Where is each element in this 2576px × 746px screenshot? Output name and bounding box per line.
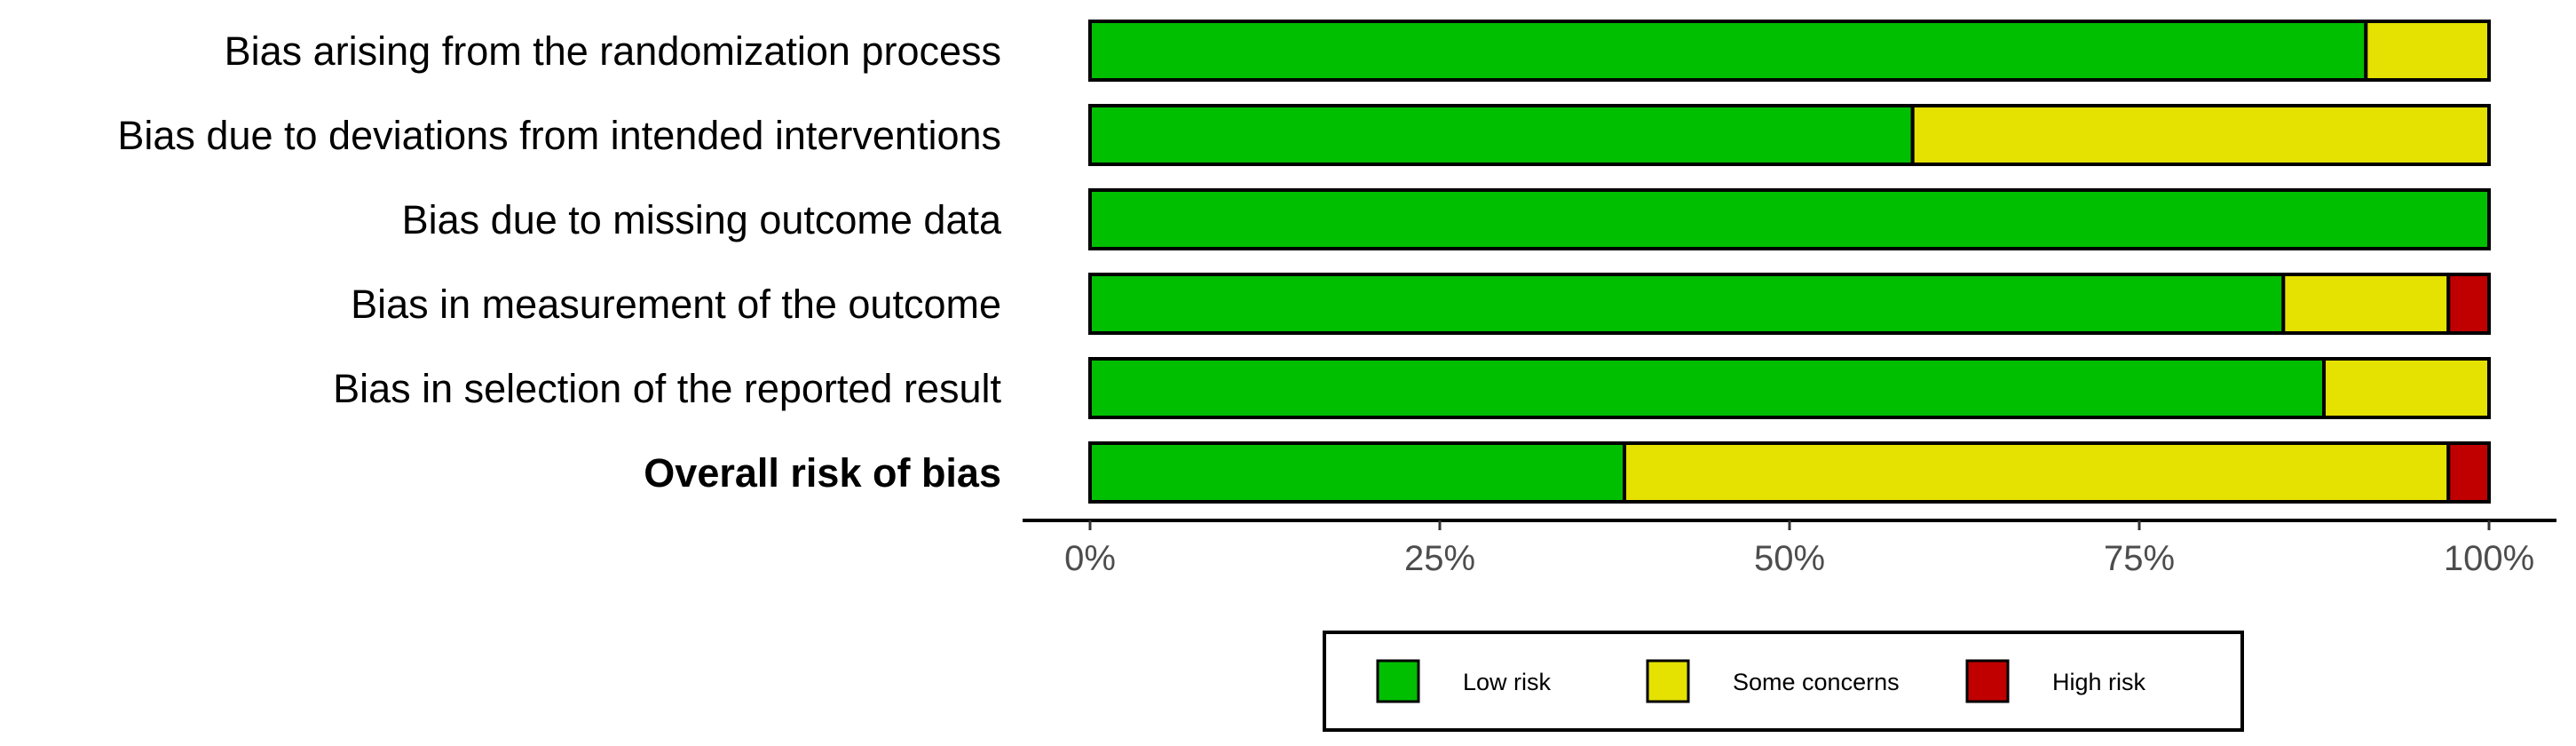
- legend-key-some-concerns: [1646, 659, 1690, 703]
- bar-segment-some-concerns-6: [1623, 441, 2451, 504]
- legend-label-low-risk: Low risk: [1463, 669, 1552, 695]
- category-label-bias-in-selection-of-the-reported-result: Bias in selection of the reported result: [333, 366, 1001, 411]
- x-tick-label-1: 0%: [1064, 539, 1116, 578]
- bar-segment-some-concerns-5: [2322, 357, 2491, 419]
- x-tick-label-2: 25%: [1404, 539, 1475, 578]
- bar-segment-low-risk-3: [1088, 188, 2491, 250]
- category-label-bias-due-to-deviations-from-intended-interventions: Bias due to deviations from intended int…: [117, 113, 1001, 158]
- bar-segment-low-risk-4: [1088, 273, 2286, 335]
- x-tick-label-5: 100%: [2444, 539, 2534, 578]
- bar-segment-low-risk-1: [1088, 20, 2368, 82]
- bar-segment-high-risk-6: [2446, 441, 2491, 504]
- category-label-bias-arising-from-the-randomization-process: Bias arising from the randomization proc…: [225, 28, 1001, 74]
- category-label-bias-due-to-missing-outcome-data: Bias due to missing outcome data: [402, 197, 1002, 242]
- category-label-overall-risk-of-bias: Overall risk of bias: [644, 450, 1001, 496]
- legend-key-high-risk: [1965, 659, 2010, 703]
- x-tick-label-3: 50%: [1754, 539, 1825, 578]
- bar-segment-some-concerns-2: [1910, 104, 2491, 166]
- bar-segment-low-risk-6: [1088, 441, 1627, 504]
- x-tick-label-4: 75%: [2104, 539, 2175, 578]
- category-label-bias-in-measurement-of-the-outcome: Bias in measurement of the outcome: [351, 282, 1001, 327]
- bar-segment-some-concerns-4: [2281, 273, 2451, 335]
- legend-key-low-risk: [1376, 659, 1420, 703]
- legend-box: [1323, 631, 2244, 732]
- bar-segment-high-risk-4: [2446, 273, 2491, 335]
- bar-segment-some-concerns-1: [2364, 20, 2492, 82]
- bar-segment-low-risk-5: [1088, 357, 2327, 419]
- legend-label-high-risk: High risk: [2052, 669, 2146, 695]
- bar-segment-low-risk-2: [1088, 104, 1915, 166]
- legend-label-some-concerns: Some concerns: [1733, 669, 1900, 695]
